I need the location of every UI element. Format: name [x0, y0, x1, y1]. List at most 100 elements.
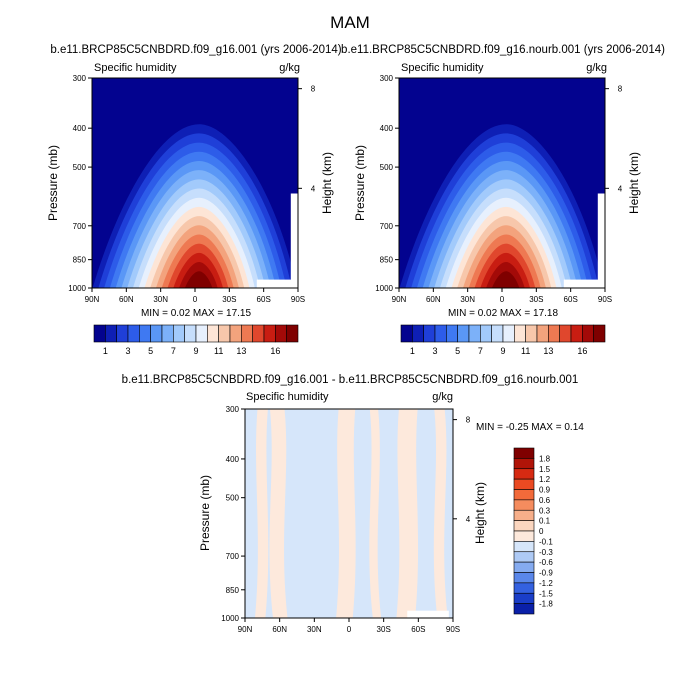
panel-3: b.e11.BRCP85C5CNBDRD.f09_g16.001 - b.e11…	[122, 374, 585, 634]
y-tick-label: 700	[226, 552, 240, 561]
colorbar-swatch	[468, 324, 481, 343]
colorbar-swatch	[184, 324, 197, 343]
panel-2: b.e11.BRCP85C5CNBDRD.f09_g16.nourb.001 (…	[341, 44, 665, 356]
colorbar-label: 7	[171, 346, 176, 356]
y-tick-label: 850	[226, 586, 240, 595]
y-tick-label: 1000	[375, 284, 393, 293]
colorbar-swatch	[559, 324, 572, 343]
colorbar-label: -1.8	[539, 600, 553, 609]
x-tick-label: 90S	[291, 295, 305, 304]
colorbar-label: 1.5	[539, 465, 551, 474]
colorbar-swatch	[513, 468, 535, 480]
contour-level	[396, 409, 419, 618]
colorbar-swatch	[127, 324, 140, 343]
x-tick-label: 0	[500, 295, 505, 304]
contour-level	[184, 271, 213, 288]
colorbar-label: -1.5	[539, 589, 553, 598]
y2-tick-label: 8	[311, 85, 316, 94]
colorbar-label: -0.9	[539, 569, 553, 578]
panel-1-title: b.e11.BRCP85C5CNBDRD.f09_g16.001 (yrs 20…	[50, 44, 341, 56]
y-tick-label: 400	[226, 455, 240, 464]
colorbar-swatch	[513, 499, 535, 511]
colorbar-label: -1.2	[539, 579, 553, 588]
panel-2-y2-axis-label: Height (km)	[627, 152, 641, 214]
y2-tick-label: 4	[618, 184, 623, 193]
colorbar-swatch	[593, 324, 606, 343]
panel-2-title: b.e11.BRCP85C5CNBDRD.f09_g16.nourb.001 (…	[341, 44, 665, 56]
x-tick-label: 60N	[426, 295, 441, 304]
y-tick-label: 400	[380, 124, 394, 133]
y-tick-label: 1000	[68, 284, 86, 293]
colorbar-label: 3	[432, 346, 437, 356]
colorbar-swatch	[218, 324, 231, 343]
y-tick-label: 1000	[221, 614, 239, 623]
colorbar-label: 5	[148, 346, 153, 356]
x-tick-label: 60N	[119, 295, 134, 304]
colorbar-swatch	[93, 324, 106, 343]
x-tick-label: 0	[193, 295, 198, 304]
colorbar-label: 16	[577, 346, 587, 356]
colorbar-label: 0.6	[539, 496, 551, 505]
colorbar-label: 1.2	[539, 475, 551, 484]
x-tick-label: 60S	[257, 295, 271, 304]
colorbar-label: 1	[103, 346, 108, 356]
colorbar-swatch	[513, 572, 535, 584]
colorbar-swatch	[241, 324, 253, 343]
panel-1-colorbar: 1 3 5 7 9 11 13 16	[93, 324, 299, 356]
colorbar-label: -0.6	[539, 558, 553, 567]
colorbar-swatch	[513, 603, 535, 615]
colorbar-label: 1	[410, 346, 415, 356]
colorbar-swatch	[513, 530, 535, 542]
x-tick-label: 90N	[392, 295, 407, 304]
surface-mask	[290, 193, 298, 288]
y-tick-label: 850	[73, 256, 87, 265]
y2-tick-label: 8	[618, 85, 623, 94]
colorbar-swatch	[513, 582, 535, 594]
x-tick-label: 30S	[529, 295, 543, 304]
panel-3-plot-area: 90N 60N 30N 0 30S 60S 90S 300 400 500 700 850 1000 8 4	[221, 405, 471, 634]
colorbar-label: 0.9	[539, 486, 551, 495]
panel-3-units-label: g/kg	[432, 391, 453, 403]
colorbar-label: 1.8	[539, 454, 551, 463]
colorbar-swatch	[548, 324, 560, 343]
panel-1-y2-axis-label: Height (km)	[320, 152, 334, 214]
colorbar-label: 0.1	[539, 517, 551, 526]
colorbar-swatch	[116, 324, 129, 343]
y-tick-label: 400	[73, 124, 87, 133]
colorbar-swatch	[229, 324, 242, 343]
colorbar-swatch	[514, 324, 526, 343]
colorbar-swatch	[207, 324, 219, 343]
colorbar-swatch	[275, 324, 287, 343]
panel-1: b.e11.BRCP85C5CNBDRD.f09_g16.001 (yrs 20…	[46, 44, 342, 356]
colorbar-swatch	[513, 509, 535, 521]
surface-mask	[407, 610, 449, 618]
colorbar-swatch	[139, 324, 151, 343]
humidity-contours	[399, 78, 605, 288]
colorbar-swatch	[423, 324, 436, 343]
colorbar-label: 16	[270, 346, 280, 356]
colorbar-swatch	[412, 324, 424, 343]
colorbar-label: -0.1	[539, 537, 553, 546]
panel-1-plot-area: 90N 60N 30N 0 30S 60S 90S 300 400 500 700 850 1000 8 4	[68, 74, 316, 304]
x-tick-label: 0	[347, 625, 352, 634]
colorbar-label: 5	[455, 346, 460, 356]
contour-level	[491, 271, 520, 288]
x-tick-label: 60S	[411, 625, 425, 634]
colorbar-label: 13	[543, 346, 553, 356]
y-tick-label: 850	[380, 256, 394, 265]
figure-title: MAM	[330, 13, 370, 32]
x-tick-label: 30S	[222, 295, 236, 304]
panel-3-stats: MIN = -0.25 MAX = 0.14	[476, 422, 584, 433]
humidity-contours	[92, 78, 298, 288]
y-tick-label: 700	[380, 222, 394, 231]
panel-3-y2-axis-label: Height (km)	[473, 482, 487, 544]
colorbar-swatch	[286, 324, 299, 343]
colorbar-swatch	[536, 324, 549, 343]
y2-tick-label: 8	[466, 416, 471, 425]
y-tick-label: 500	[380, 163, 394, 172]
panel-3-y-axis-label: Pressure (mb)	[198, 475, 212, 551]
x-tick-label: 90S	[598, 295, 612, 304]
colorbar-swatch	[161, 324, 174, 343]
colorbar-swatch	[513, 478, 535, 490]
x-tick-label: 30N	[153, 295, 168, 304]
